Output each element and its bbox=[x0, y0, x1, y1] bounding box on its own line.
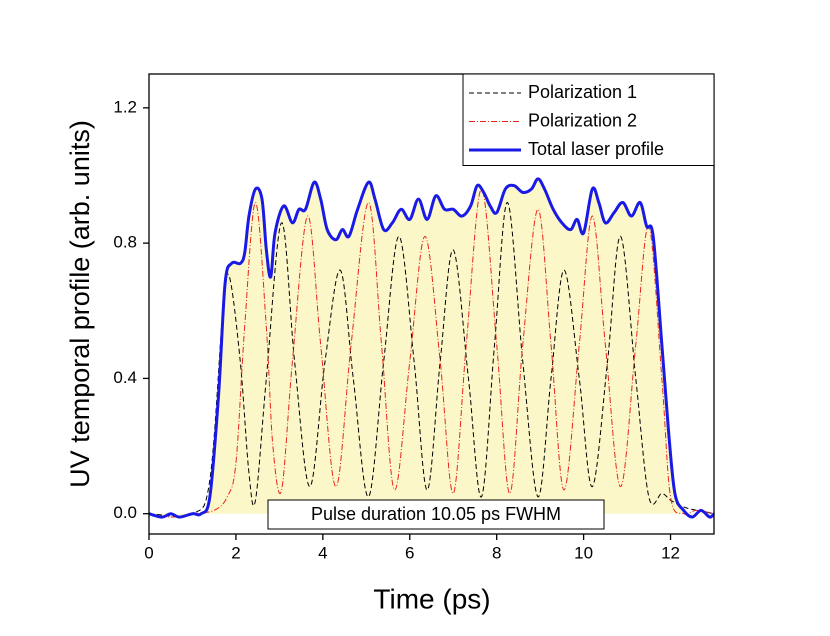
x-tick-label: 10 bbox=[574, 543, 593, 562]
legend-label: Total laser profile bbox=[528, 139, 664, 159]
x-tick-label: 4 bbox=[318, 543, 327, 562]
legend-label: Polarization 1 bbox=[528, 82, 637, 102]
y-tick-label: 0.0 bbox=[113, 503, 137, 522]
y-tick-label: 1.2 bbox=[113, 97, 137, 116]
x-tick-label: 6 bbox=[405, 543, 414, 562]
y-tick-label: 0.8 bbox=[113, 233, 137, 252]
series-line bbox=[149, 202, 714, 517]
plot-frame bbox=[148, 73, 715, 535]
x-axis-label: Time (ps) bbox=[373, 583, 490, 614]
x-tick-label: 8 bbox=[492, 543, 501, 562]
y-tick-label: 0.4 bbox=[113, 368, 137, 387]
legend-label: Polarization 2 bbox=[528, 110, 637, 130]
series-line bbox=[149, 188, 714, 518]
area bbox=[149, 178, 714, 518]
x-tick-label: 2 bbox=[231, 543, 240, 562]
annotation-box bbox=[267, 499, 605, 530]
x-tick-label: 0 bbox=[144, 543, 153, 562]
annotation: Pulse duration 10.05 ps FWHM bbox=[311, 504, 561, 524]
x-tick-label: 12 bbox=[661, 543, 680, 562]
y-axis-label: UV temporal profile (arb. units) bbox=[65, 120, 95, 488]
series-line bbox=[149, 177, 714, 519]
